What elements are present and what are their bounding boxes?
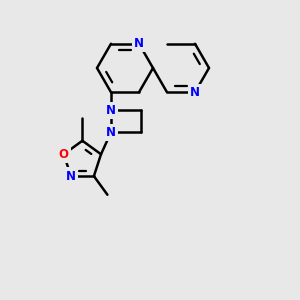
Text: N: N: [190, 86, 200, 99]
Text: N: N: [134, 37, 144, 50]
Text: N: N: [106, 104, 116, 117]
Text: N: N: [66, 169, 76, 183]
Text: O: O: [59, 148, 69, 161]
Text: N: N: [106, 126, 116, 139]
